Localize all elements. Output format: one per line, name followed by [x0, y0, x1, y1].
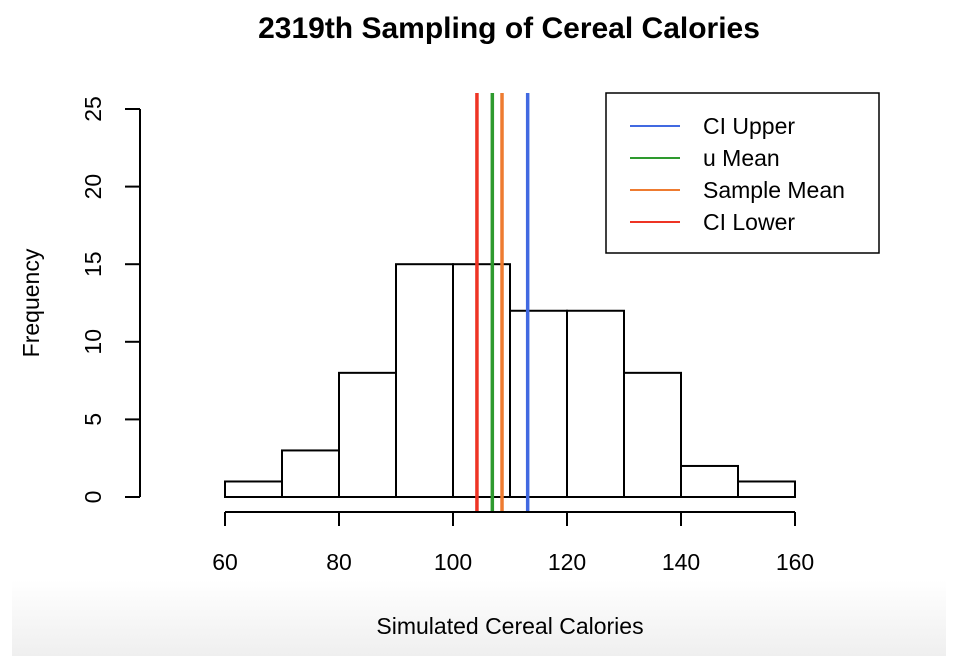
legend-label-sample-mean: Sample Mean — [703, 177, 845, 203]
x-tick-label-4: 140 — [662, 549, 700, 575]
legend-box — [605, 92, 880, 254]
y-tick-label-0: 0 — [80, 491, 106, 504]
histogram-bar-8 — [680, 464, 739, 498]
histogram-bar-0 — [224, 480, 283, 499]
x-axis-title: Simulated Cereal Calories — [376, 613, 643, 639]
y-tick-label-3: 15 — [80, 251, 106, 277]
chart-title: 2319th Sampling of Cereal Calories — [258, 12, 760, 45]
histogram-bar-5 — [509, 309, 568, 499]
x-tick-label-5: 160 — [776, 549, 814, 575]
histogram-bar-1 — [281, 449, 340, 499]
y-axis: 0 5 10 15 20 25 — [80, 96, 141, 504]
x-axis: 60 80 100 120 140 160 — [212, 511, 814, 575]
bottom-fade — [12, 580, 946, 656]
histogram-bar-3 — [395, 263, 454, 499]
histogram-bars — [224, 263, 796, 499]
histogram-bar-6 — [566, 309, 625, 499]
legend-label-ci-upper: CI Upper — [703, 113, 795, 139]
legend: CI Upper u Mean Sample Mean CI Lower — [605, 92, 880, 254]
x-tick-label-1: 80 — [326, 549, 352, 575]
histogram-bar-7 — [623, 371, 682, 498]
histogram-bar-9 — [737, 480, 796, 499]
x-tick-label-2: 100 — [434, 549, 472, 575]
legend-label-u-mean: u Mean — [703, 145, 780, 171]
x-tick-label-3: 120 — [548, 549, 586, 575]
y-tick-label-1: 5 — [80, 413, 106, 426]
legend-label-ci-lower: CI Lower — [703, 209, 795, 235]
y-tick-label-5: 25 — [80, 96, 106, 122]
x-tick-label-0: 60 — [212, 549, 238, 575]
reference-lines — [475, 93, 530, 512]
y-tick-label-4: 20 — [80, 174, 106, 200]
histogram-bar-2 — [338, 371, 397, 498]
y-axis-title: Frequency — [18, 248, 44, 357]
y-tick-label-2: 10 — [80, 329, 106, 355]
